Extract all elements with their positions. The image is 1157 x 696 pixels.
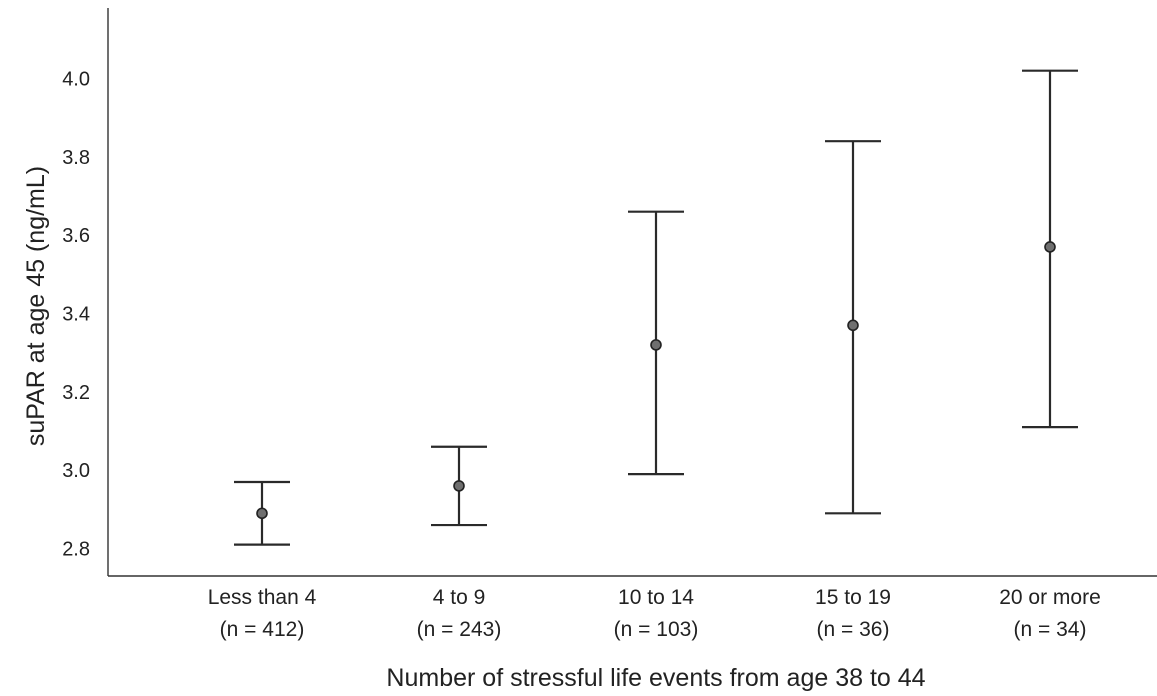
error-bar-group	[1022, 69, 1078, 429]
error-bar-group	[628, 210, 684, 476]
mean-point	[1044, 241, 1056, 253]
error-bar-group	[234, 480, 290, 546]
y-tick-label: 3.2	[62, 382, 90, 404]
x-axis-title: Number of stressful life events from age…	[386, 664, 925, 692]
y-tick-label: 3.6	[62, 225, 90, 247]
y-tick-label: 2.8	[62, 539, 90, 561]
x-tick-label: 4 to 9	[433, 586, 486, 609]
y-tick-label: 4.0	[62, 69, 90, 91]
error-bar-group	[825, 140, 881, 515]
y-tick-labels: 2.8 3.0 3.2 3.4 3.6 3.8 4.0	[62, 69, 90, 561]
x-tick-label: 15 to 19	[815, 586, 891, 609]
mean-point	[650, 339, 662, 351]
x-tick-count-label: (n = 34)	[1014, 618, 1087, 641]
mean-point	[847, 319, 859, 332]
y-tick-label: 3.8	[62, 147, 90, 169]
x-tick-label: 20 or more	[999, 586, 1101, 609]
error-bars	[234, 69, 1078, 546]
x-tick-label: 10 to 14	[618, 586, 694, 609]
x-tick-count-label: (n = 36)	[817, 618, 890, 641]
x-tick-count-label: (n = 412)	[220, 618, 305, 641]
y-tick-label: 3.4	[62, 304, 90, 326]
x-tick-count-label: (n = 243)	[417, 618, 502, 641]
mean-point	[453, 480, 465, 492]
x-tick-count-label: (n = 103)	[614, 618, 699, 641]
y-axis-title: suPAR at age 45 (ng/mL)	[22, 166, 50, 446]
y-tick-label: 3.0	[62, 460, 90, 482]
mean-point	[256, 507, 268, 520]
x-tick-labels: Less than 4 (n = 412) 4 to 9 (n = 243) 10 to…	[208, 586, 1101, 641]
axes	[107, 8, 1157, 577]
error-bar-group	[431, 445, 487, 527]
x-tick-label: Less than 4	[208, 586, 317, 609]
